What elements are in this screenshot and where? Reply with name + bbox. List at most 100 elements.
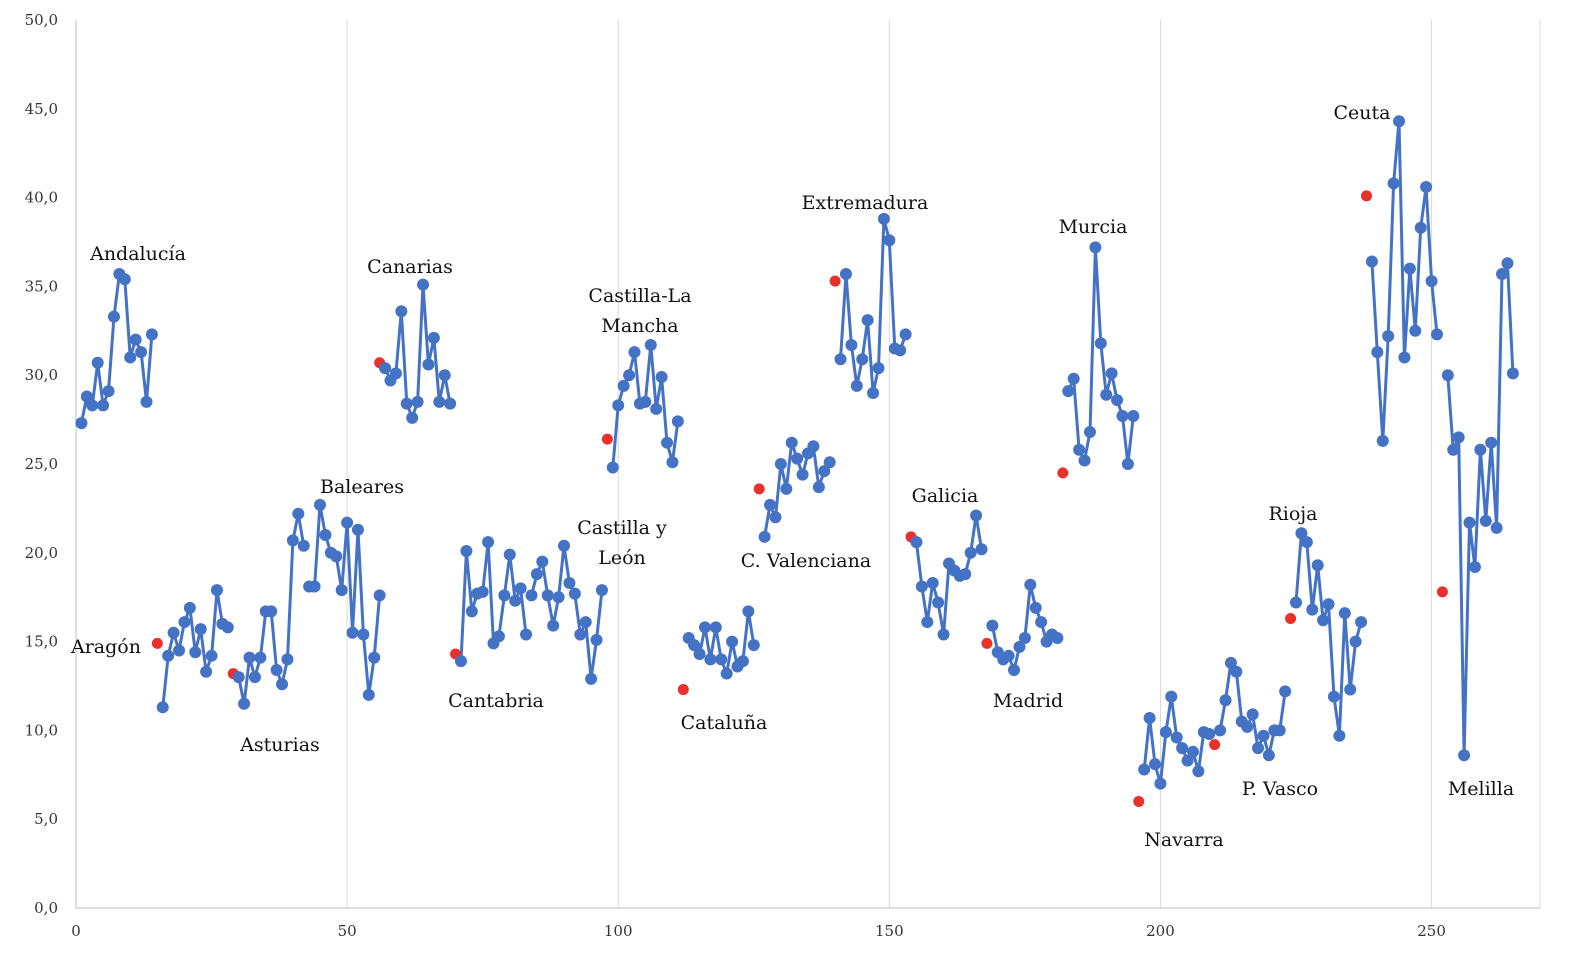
data-point [1387,177,1400,190]
series-andaluc-a [75,267,158,430]
axes: 0 50 100 150 200 250 0,0 5,0 10,0 15,0 20,0 25,0 30,… [25,11,1540,940]
y-tick-label: 5,0 [34,810,58,828]
data-point [270,664,283,677]
data-point [1447,443,1460,456]
highlight-point [981,637,993,649]
region-label: Rioja [1268,503,1317,525]
data-point [335,584,348,597]
series-navarra [1133,690,1216,807]
data-point [845,339,858,352]
data-point [107,310,120,323]
series-melilla [1436,257,1519,762]
region-label: Baleares [320,476,404,498]
highlight-point [1133,795,1145,807]
series-asturias [227,507,310,710]
data-point [1062,385,1075,398]
region-label: Cantabria [448,690,544,712]
data-point [970,509,983,522]
highlight-point [1360,190,1372,202]
region-label: Castilla y León [577,517,667,569]
data-point [286,534,299,547]
data-point [932,596,945,609]
y-tick-label: 15,0 [25,633,58,651]
data-point [1024,578,1037,591]
region-label: Andalucía [89,243,186,265]
data-point [135,346,148,359]
data-point [1165,690,1178,703]
region-label: Madrid [993,690,1063,712]
data-point [1496,267,1509,280]
data-point [856,353,869,366]
data-point [183,601,196,614]
data-point [1100,388,1113,401]
data-point [1192,765,1205,778]
data-point [351,523,364,536]
data-point [1490,521,1503,534]
data-point [574,628,587,641]
data-point [655,370,668,383]
region-label: Aragón [70,636,141,658]
data-point [1013,640,1026,653]
data-point [503,548,516,561]
region-label: P. Vasco [1242,778,1318,800]
data-point [1458,749,1471,762]
y-tick-label: 25,0 [25,455,58,473]
data-point [926,576,939,589]
data-point [742,605,755,618]
data-point [606,461,619,474]
data-point [173,644,186,657]
data-point [558,539,570,552]
data-point [1349,635,1362,648]
data-point [1018,632,1031,645]
data-point [102,385,115,398]
data-point [818,465,831,478]
data-point [1300,536,1313,549]
data-point [883,234,896,247]
data-point [1094,337,1107,350]
data-point [454,655,467,668]
data-point [812,481,825,494]
data-point [568,587,581,600]
data-point [1430,328,1443,341]
data-point [1154,777,1167,790]
data-point [1002,649,1015,662]
data-point [850,379,863,392]
data-point [1333,729,1346,742]
data-point [194,623,207,636]
data-point [541,589,554,602]
highlight-point [151,637,163,649]
data-point [156,701,169,714]
data-point [764,498,777,511]
region-label: Asturias [239,734,320,756]
data-point [1214,724,1227,737]
data-point [162,649,175,662]
data-point [785,436,798,449]
region-labels: Andalucía Aragón Asturias Baleares Canarias C… [70,102,1514,851]
series-line [1294,531,1363,738]
data-point [769,511,782,524]
data-point [1170,731,1183,744]
data-point [579,616,592,629]
data-point [1121,458,1134,470]
region-label: Galicia [912,485,979,507]
series-line [1446,261,1515,757]
series-catalu-a [677,605,760,696]
series-madrid [981,578,1064,677]
data-point [1252,742,1265,755]
region-label: Melilla [1448,778,1514,800]
data-point [1149,758,1162,771]
data-point [1073,443,1086,456]
data-point [492,630,505,643]
y-tick-label: 50,0 [25,11,58,29]
data-point [427,331,440,344]
data-point [1409,324,1422,337]
data-point [308,580,321,593]
data-point [1501,257,1514,270]
data-point [205,649,218,662]
data-point [1230,665,1243,678]
data-point [612,399,625,412]
highlight-point [753,483,765,495]
data-point [791,452,804,465]
data-point [1468,561,1481,574]
data-point [379,362,392,375]
